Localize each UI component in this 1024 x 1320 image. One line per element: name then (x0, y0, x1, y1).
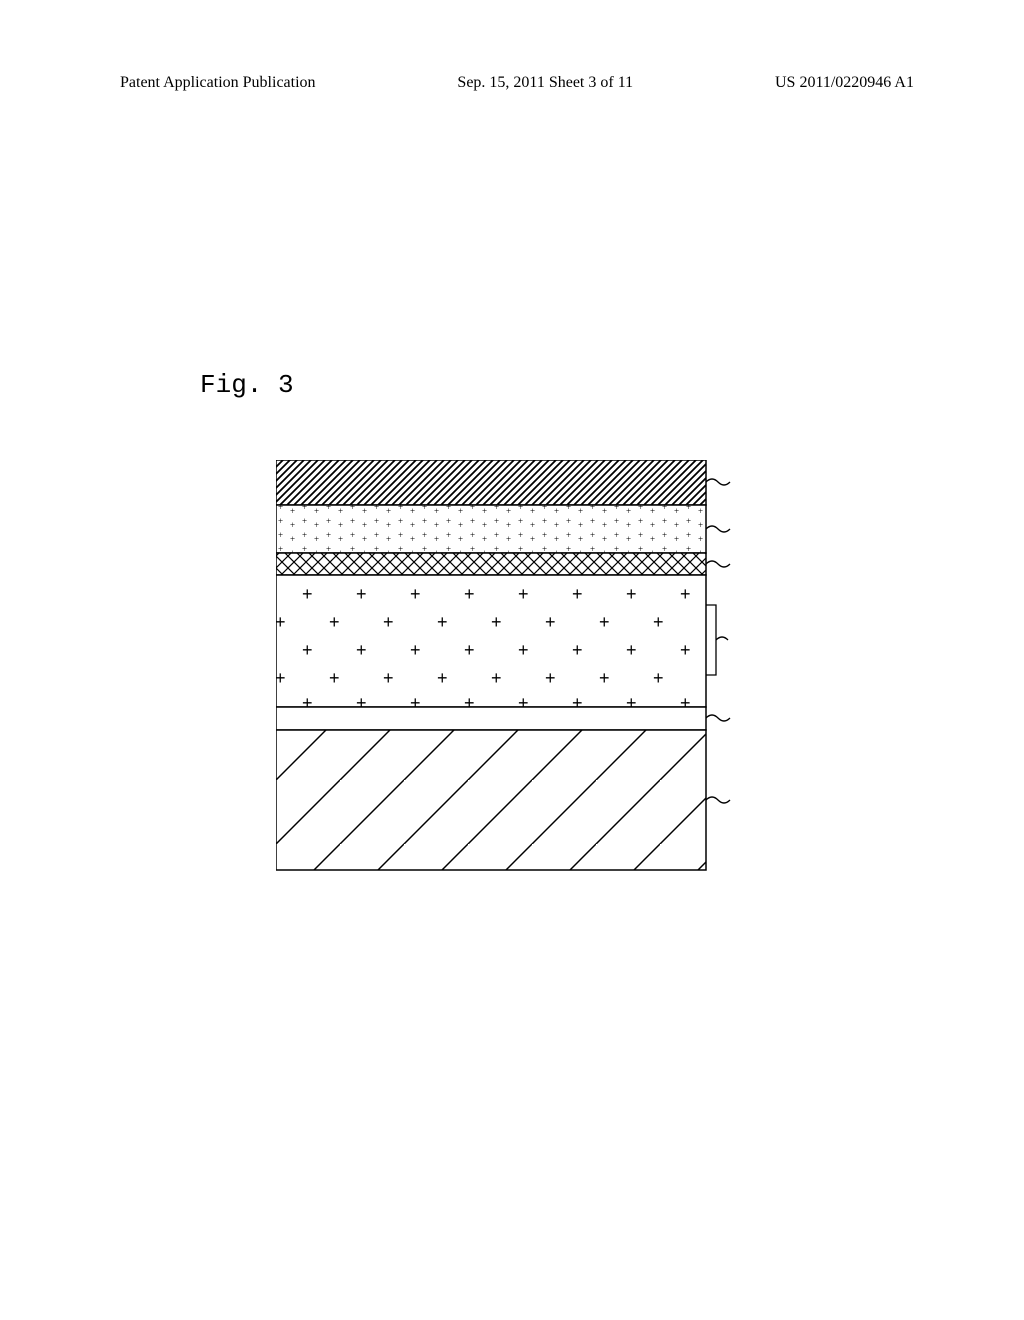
svg-text:+: + (356, 640, 367, 660)
svg-text:+: + (626, 640, 637, 660)
svg-text:+: + (680, 584, 691, 604)
layer-120 (276, 707, 706, 730)
svg-text:+: + (572, 584, 583, 604)
svg-text:+: + (410, 584, 421, 604)
svg-text:+: + (464, 584, 475, 604)
svg-text:+: + (545, 612, 556, 632)
label-leaders (706, 479, 730, 803)
svg-text:+: + (518, 584, 529, 604)
header-left: Patent Application Publication (120, 74, 316, 92)
svg-text:+: + (464, 640, 475, 660)
layer-140 (276, 553, 706, 575)
svg-text:+: + (653, 612, 664, 632)
figure-label: Fig. 3 (200, 370, 294, 400)
svg-text:+: + (491, 668, 502, 688)
svg-text:+: + (276, 612, 286, 632)
header-center: Sep. 15, 2011 Sheet 3 of 11 (457, 74, 633, 92)
svg-text:+: + (276, 668, 286, 688)
svg-text:+: + (329, 612, 340, 632)
svg-text:+: + (545, 668, 556, 688)
svg-text:+: + (302, 584, 313, 604)
layer-110 (276, 730, 706, 870)
svg-text:+: + (356, 584, 367, 604)
svg-text:+: + (599, 612, 610, 632)
layer-160a (276, 460, 706, 505)
page-header: Patent Application Publication Sep. 15, … (0, 74, 1024, 92)
svg-text:+: + (329, 668, 340, 688)
svg-text:+: + (680, 640, 691, 660)
svg-text:+: + (572, 640, 583, 660)
svg-text:+: + (437, 668, 448, 688)
svg-text:+: + (383, 612, 394, 632)
header-right: US 2011/0220946 A1 (775, 74, 914, 92)
layer-150 (276, 505, 706, 553)
svg-text:+: + (491, 612, 502, 632)
svg-text:+: + (653, 668, 664, 688)
svg-text:+: + (302, 640, 313, 660)
svg-text:+: + (599, 668, 610, 688)
svg-text:+: + (518, 640, 529, 660)
diagram-container: + + + + + + + + + + + + + + + + + + + + + + (276, 460, 756, 910)
svg-text:+: + (626, 584, 637, 604)
layer-diagram: + + + + + + + + + + + + + + + + + + + + + + (276, 460, 732, 890)
svg-text:+: + (383, 668, 394, 688)
svg-text:+: + (410, 640, 421, 660)
svg-text:+: + (437, 612, 448, 632)
